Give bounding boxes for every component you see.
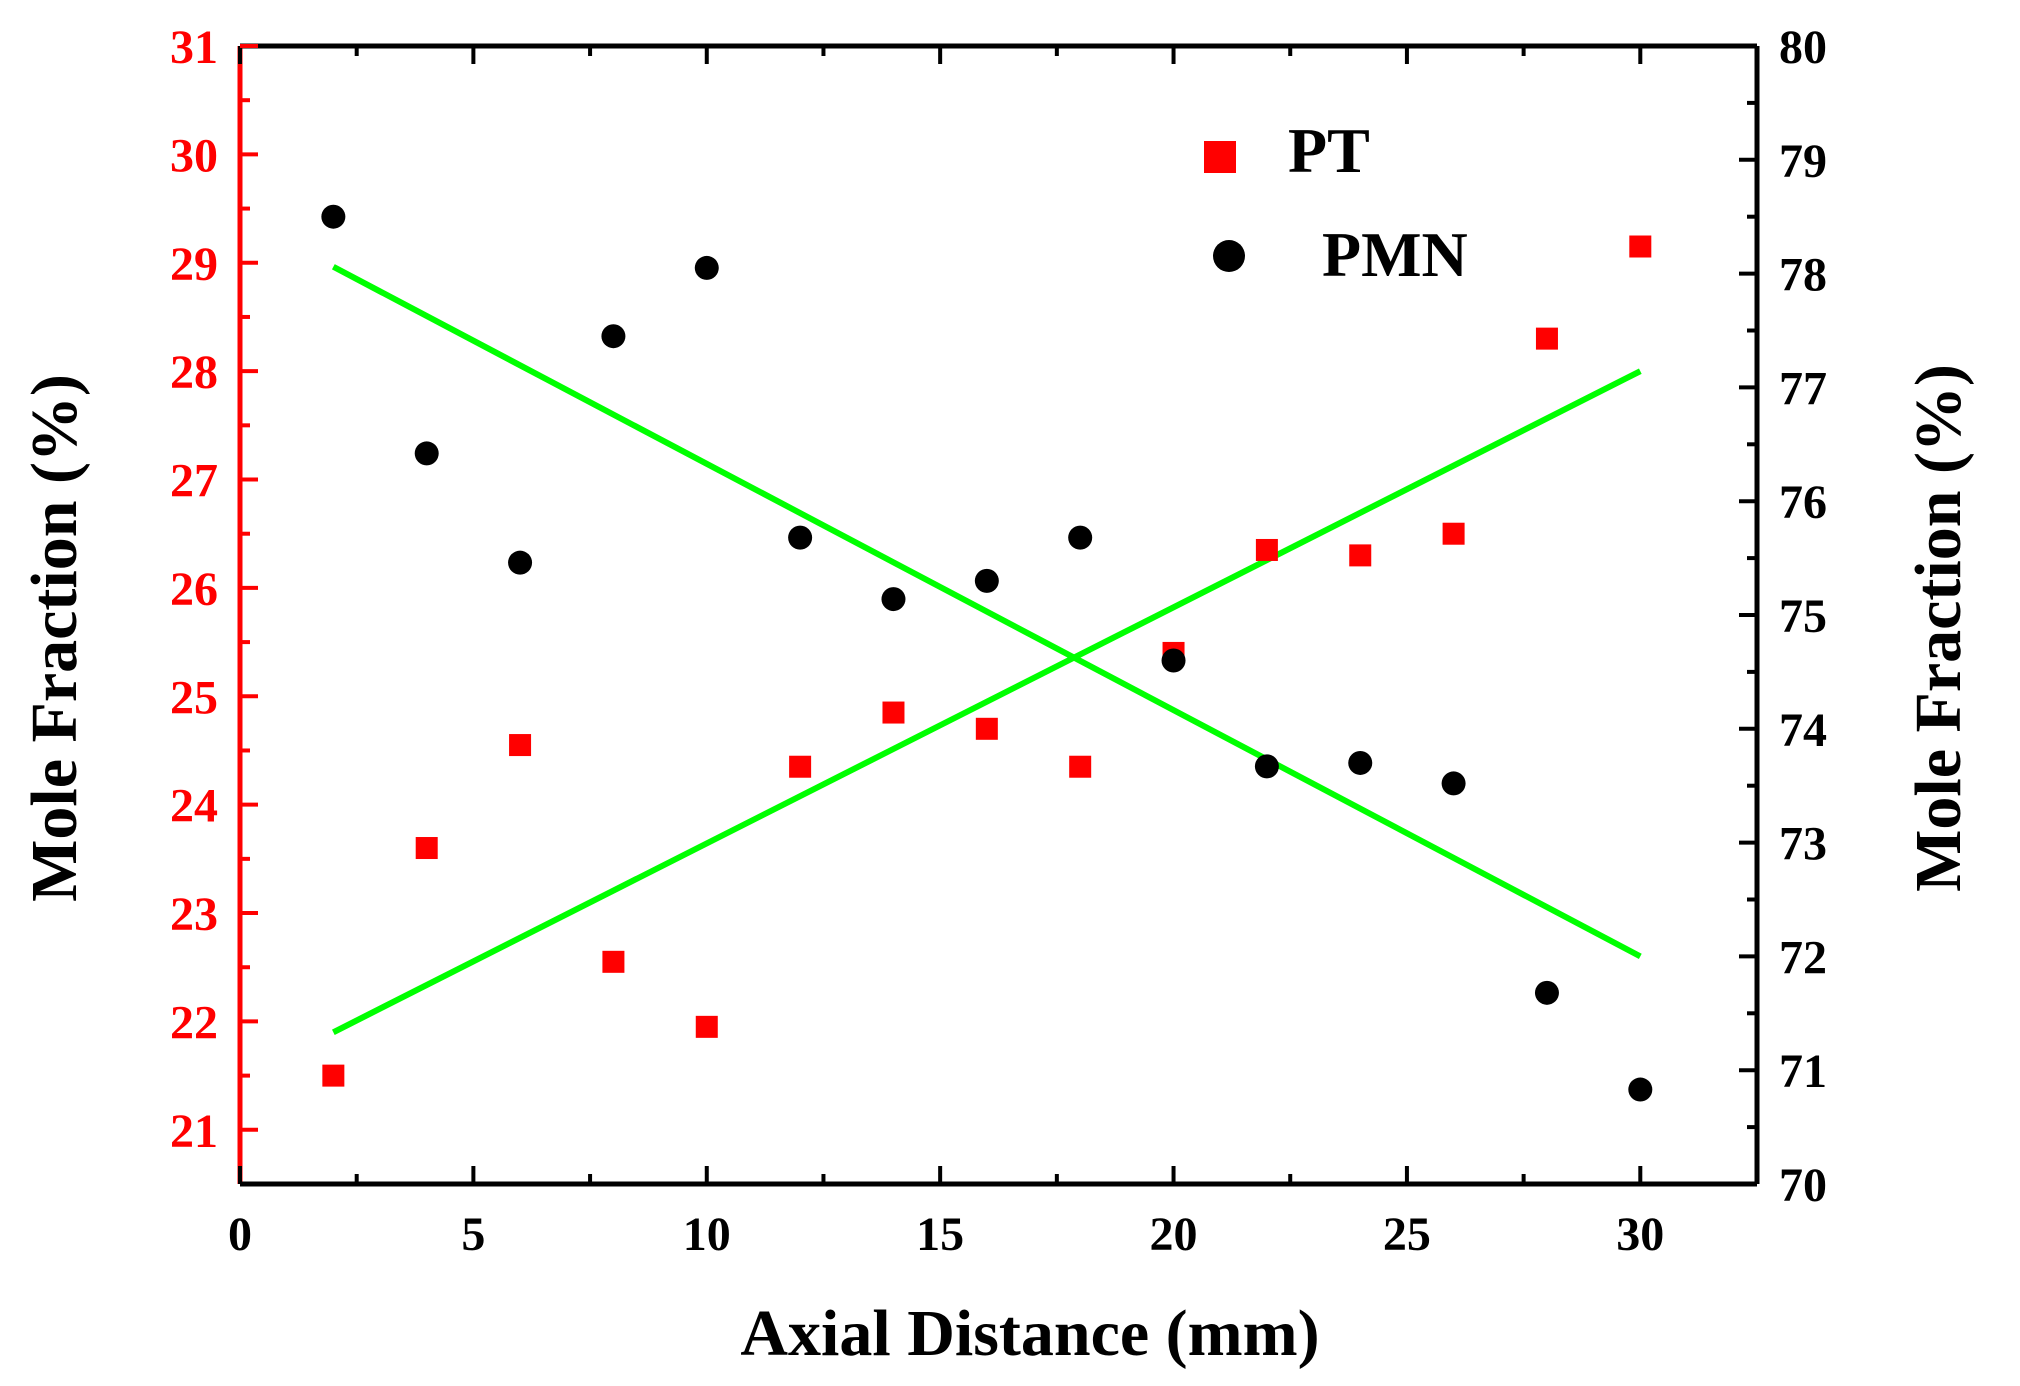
left-y-tick-label: 27 — [170, 455, 218, 508]
pt-data-point — [509, 734, 532, 757]
left-y-tick-label: 24 — [170, 780, 218, 833]
left-y-tick-label: 31 — [170, 21, 218, 74]
legend-pmn-marker — [1213, 240, 1245, 272]
pmn-data-point — [414, 441, 439, 466]
pmn-data-point — [788, 525, 813, 550]
pmn-data-point — [1348, 750, 1373, 775]
right-y-tick-label: 80 — [1779, 21, 1827, 74]
pt-data-point — [975, 717, 998, 740]
pmn-data-point — [1534, 980, 1559, 1005]
left-y-axis-title: Mole Fraction (%) — [18, 374, 91, 902]
right-y-tick-label: 75 — [1779, 590, 1827, 643]
pt-data-point — [882, 701, 905, 724]
pmn-data-point — [1441, 771, 1466, 796]
pt-data-point — [1349, 544, 1372, 567]
legend-pt-label: PT — [1288, 115, 1370, 186]
pmn-data-point — [1254, 754, 1279, 779]
right-y-tick-label: 70 — [1779, 1159, 1827, 1212]
pmn-data-point — [1068, 525, 1093, 550]
left-y-tick-label: 26 — [170, 563, 218, 616]
x-tick-label: 15 — [916, 1208, 964, 1261]
pmn-data-point — [508, 550, 533, 575]
right-y-tick-label: 76 — [1779, 476, 1827, 529]
right-y-tick-label: 73 — [1779, 818, 1827, 871]
pmn-data-point — [601, 324, 626, 349]
pt-data-point — [322, 1064, 345, 1087]
right-y-tick-label: 71 — [1779, 1045, 1827, 1098]
pt-data-point — [1069, 755, 1092, 778]
legend-pt-marker — [1204, 141, 1236, 173]
right-y-tick-label: 79 — [1779, 135, 1827, 188]
left-y-tick-label: 29 — [170, 238, 218, 291]
pmn-fit-line — [331, 264, 1642, 960]
pt-data-point — [415, 837, 438, 860]
tick-labels: 0 5 10 15 20 25 30 21 22 23 24 25 26 27 28 29 30 31 70 71 72… — [170, 21, 1827, 1261]
pmn-data-point — [1161, 648, 1186, 673]
x-tick-label: 25 — [1383, 1208, 1431, 1261]
pt-data-point — [695, 1015, 718, 1038]
left-y-tick-label: 22 — [170, 996, 218, 1049]
pt-data-point — [1255, 538, 1278, 561]
pmn-data-point — [321, 204, 346, 229]
axes-layer — [237, 43, 1760, 1187]
pmn-data-point — [1628, 1077, 1653, 1102]
left-y-tick-label: 21 — [170, 1105, 218, 1158]
right-y-tick-label: 77 — [1779, 362, 1827, 415]
right-y-tick-label: 72 — [1779, 931, 1827, 984]
legend: PT PMN — [1204, 115, 1468, 290]
x-tick-label: 5 — [461, 1208, 485, 1261]
pt-data-point — [602, 950, 625, 973]
pmn-data-point — [881, 587, 906, 612]
pmn-data-point — [974, 568, 999, 593]
pt-data-point — [1535, 327, 1558, 350]
x-tick-label: 30 — [1616, 1208, 1664, 1261]
left-y-tick-label: 23 — [170, 888, 218, 941]
left-y-tick-label: 30 — [170, 129, 218, 182]
pt-data-point — [1629, 235, 1652, 258]
pt-data-point — [789, 755, 812, 778]
pmn-data-point — [694, 255, 719, 280]
x-tick-label: 20 — [1150, 1208, 1198, 1261]
data-markers — [321, 204, 1653, 1102]
left-y-tick-label: 25 — [170, 671, 218, 724]
x-tick-label: 0 — [228, 1208, 252, 1261]
left-y-tick-label: 28 — [170, 346, 218, 399]
right-y-axis-title: Mole Fraction (%) — [1902, 364, 1975, 892]
right-y-tick-label: 74 — [1779, 704, 1827, 757]
right-y-tick-label: 78 — [1779, 249, 1827, 302]
pt-fit-line — [331, 368, 1642, 1035]
x-tick-label: 10 — [683, 1208, 731, 1261]
pt-data-point — [1442, 522, 1465, 545]
legend-pmn-label: PMN — [1322, 219, 1468, 290]
x-axis-title: Axial Distance (mm) — [740, 1297, 1319, 1370]
fit-lines — [331, 264, 1642, 1035]
